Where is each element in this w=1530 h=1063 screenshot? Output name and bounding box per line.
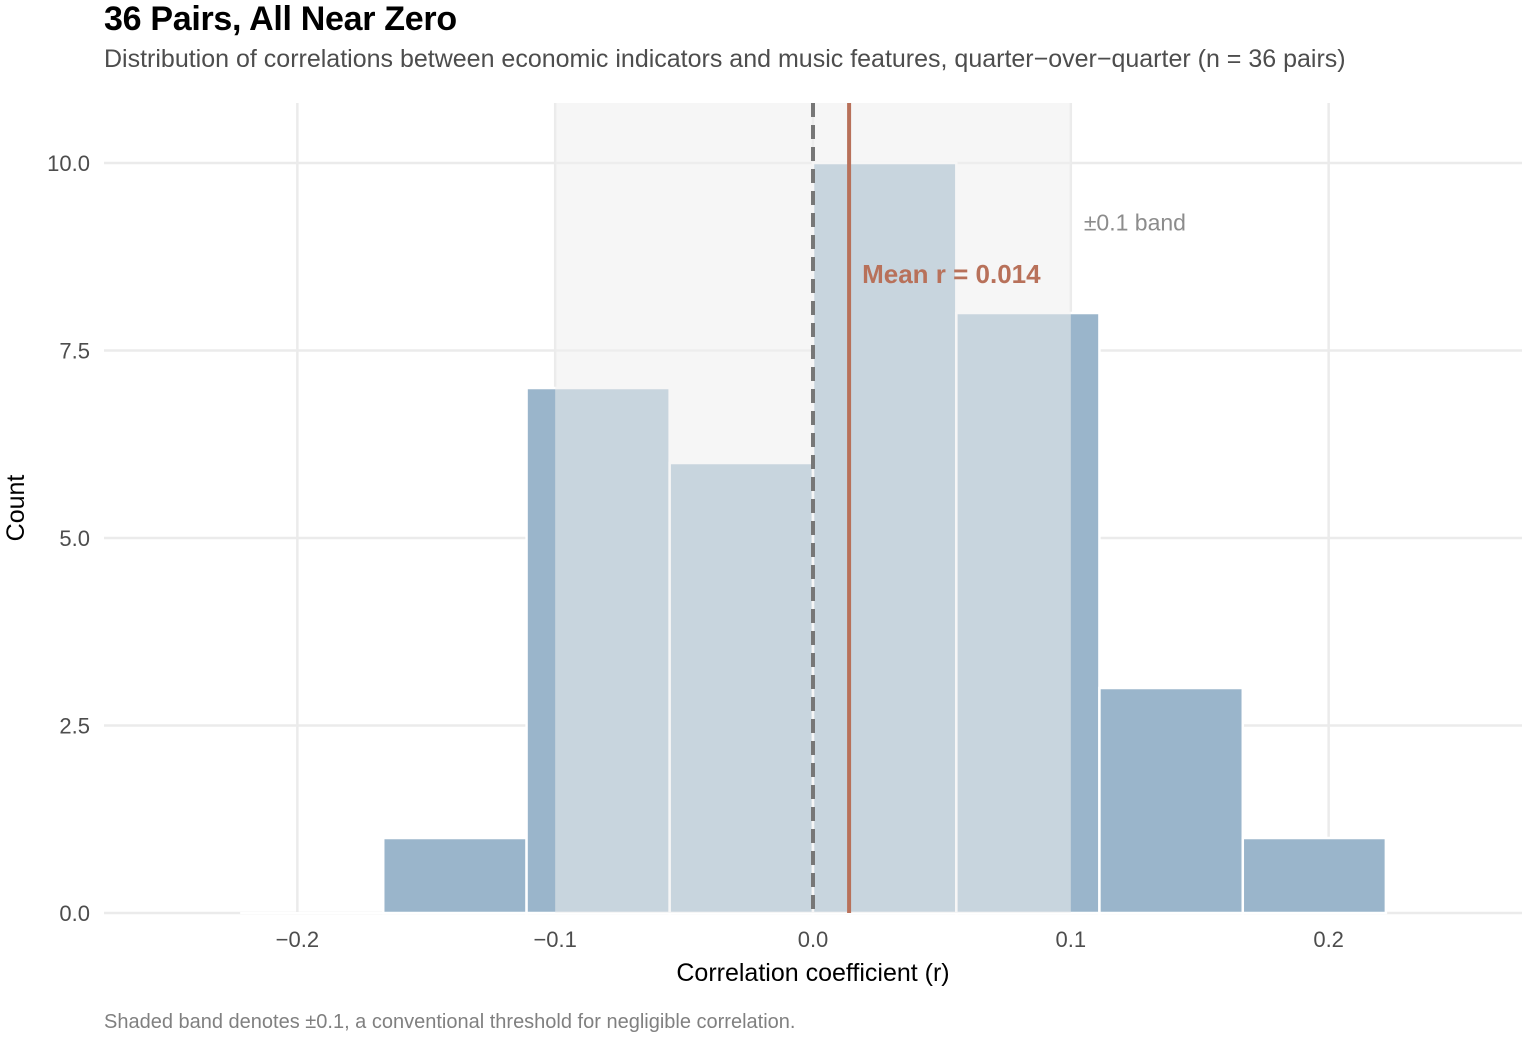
- x-tick-label: −0.1: [533, 927, 576, 952]
- x-axis-title: Correlation coefficient (r): [676, 959, 949, 987]
- band-label: ±0.1 band: [1084, 210, 1186, 236]
- y-tick-label: 7.5: [59, 339, 90, 364]
- labels-layer: 0.0 2.5 5.0 7.5 10.0 −0.2 −0.1 0.0 0.1 0.2 Mean r …: [47, 151, 1344, 952]
- histogram-bar: [1098, 686, 1245, 915]
- y-axis-title: Count: [2, 475, 30, 542]
- y-tick-label: 10.0: [47, 151, 90, 176]
- mean-label: Mean r = 0.014: [862, 259, 1041, 289]
- y-tick-label: 0.0: [59, 901, 90, 926]
- chart-caption: Shaded band denotes ±0.1, a conventional…: [104, 1011, 796, 1033]
- y-tick-label: 5.0: [59, 526, 90, 551]
- x-tick-label: −0.2: [276, 927, 319, 952]
- x-tick-label: 0.2: [1313, 927, 1344, 952]
- histogram-bar: [1241, 836, 1388, 915]
- x-tick-label: 0.1: [1056, 927, 1087, 952]
- x-tick-label: 0.0: [798, 927, 829, 952]
- chart-title: 36 Pairs, All Near Zero: [104, 0, 457, 38]
- histogram-bar: [381, 836, 528, 915]
- y-tick-label: 2.5: [59, 714, 90, 739]
- chart-subtitle: Distribution of correlations between eco…: [104, 45, 1346, 73]
- reference-lines-layer: [811, 103, 852, 913]
